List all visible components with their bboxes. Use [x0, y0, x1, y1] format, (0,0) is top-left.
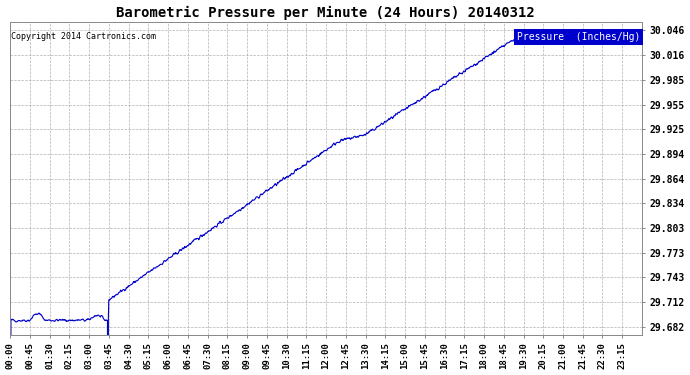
Title: Barometric Pressure per Minute (24 Hours) 20140312: Barometric Pressure per Minute (24 Hours… [117, 6, 535, 20]
Text: Copyright 2014 Cartronics.com: Copyright 2014 Cartronics.com [11, 32, 157, 40]
Text: Pressure  (Inches/Hg): Pressure (Inches/Hg) [517, 32, 640, 42]
